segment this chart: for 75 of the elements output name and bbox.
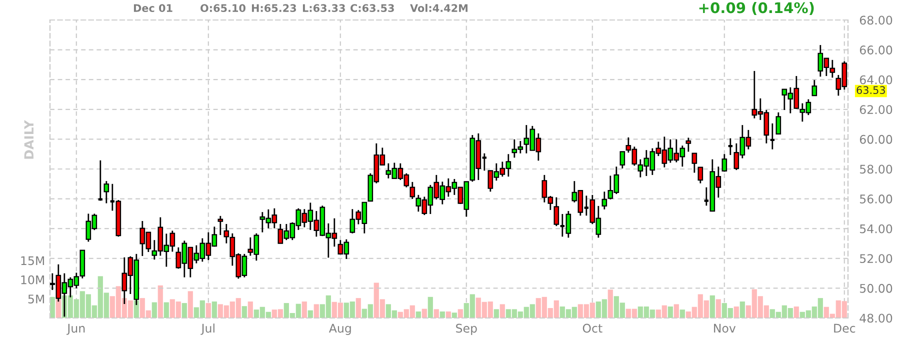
bar xyxy=(500,304,505,318)
text: C:63.53 xyxy=(350,4,394,12)
bar xyxy=(302,302,307,318)
text: L:63.33 xyxy=(302,4,345,12)
candlestick xyxy=(218,215,224,236)
candlestick xyxy=(722,153,728,172)
y-tick-label: 56.00 xyxy=(860,194,892,204)
x-tick-label: Jun xyxy=(66,324,85,335)
x-tick-label: Sep xyxy=(456,324,477,335)
candlestick xyxy=(776,112,782,135)
candlestick xyxy=(692,152,698,174)
y2-tick-label: 10M xyxy=(21,275,44,284)
bar xyxy=(680,310,685,318)
x-tick-label: Jul xyxy=(200,324,214,335)
candlestick xyxy=(224,223,230,244)
bar xyxy=(50,296,55,318)
bar xyxy=(710,295,715,318)
candlestick xyxy=(698,166,704,184)
candlestick xyxy=(620,151,626,170)
y-tick-label: 66.00 xyxy=(860,46,892,54)
bar xyxy=(446,311,451,318)
candlestick xyxy=(410,181,416,200)
text: Dec 01 xyxy=(134,4,172,12)
bar xyxy=(164,302,169,318)
bar xyxy=(440,311,445,318)
bar xyxy=(422,308,427,318)
x-tick-label: Dec xyxy=(834,324,856,333)
y-tick-label: 50.00 xyxy=(860,284,892,293)
y-tick-label: 58.00 xyxy=(860,164,892,174)
candlestick xyxy=(686,137,692,152)
bar xyxy=(794,306,799,318)
bar xyxy=(428,296,433,318)
text: Vol:4.42M xyxy=(410,4,468,12)
bar xyxy=(182,303,187,318)
bar xyxy=(452,312,457,318)
bar xyxy=(152,302,157,318)
candlestick xyxy=(602,190,608,210)
bar xyxy=(308,310,313,318)
y-tick-label: 62.00 xyxy=(860,105,892,114)
x-tick-label: Aug xyxy=(328,324,351,335)
bar xyxy=(740,302,745,318)
bar xyxy=(356,298,361,318)
y2-tick-label: 5M xyxy=(28,294,44,304)
y-tick-label: 48.00 xyxy=(860,314,892,323)
text: +0.09 (0.14%) xyxy=(699,2,814,15)
y2-tick-label: 15M xyxy=(21,256,44,266)
y-tick-label: 68.00 xyxy=(860,16,892,25)
bar xyxy=(734,306,739,318)
bar xyxy=(494,309,499,318)
bar xyxy=(212,302,217,318)
bar xyxy=(458,309,463,318)
y-tick-label: 64.00 xyxy=(860,75,892,84)
bar xyxy=(158,285,163,318)
candlestick xyxy=(104,180,110,204)
y-tick-label: 54.00 xyxy=(860,224,892,234)
bar xyxy=(416,311,421,318)
y-tick-label: 52.00 xyxy=(860,254,892,264)
bar xyxy=(242,306,247,318)
y-tick-label: 60.00 xyxy=(860,134,892,144)
bar xyxy=(716,299,721,318)
bar xyxy=(668,306,673,318)
bar xyxy=(314,304,319,318)
candlestick xyxy=(812,79,818,96)
text: H:65.23 xyxy=(252,4,296,12)
candlestick xyxy=(554,196,560,227)
x-tick-label: Oct xyxy=(582,324,602,333)
bar xyxy=(608,290,613,318)
text: O:65.10 xyxy=(200,4,246,12)
bar xyxy=(434,309,439,318)
bar xyxy=(674,304,679,318)
bar xyxy=(206,303,211,318)
bar xyxy=(188,291,193,318)
text: 63.53 xyxy=(856,86,885,94)
x-tick-label: Nov xyxy=(714,324,736,333)
bar xyxy=(248,302,253,318)
